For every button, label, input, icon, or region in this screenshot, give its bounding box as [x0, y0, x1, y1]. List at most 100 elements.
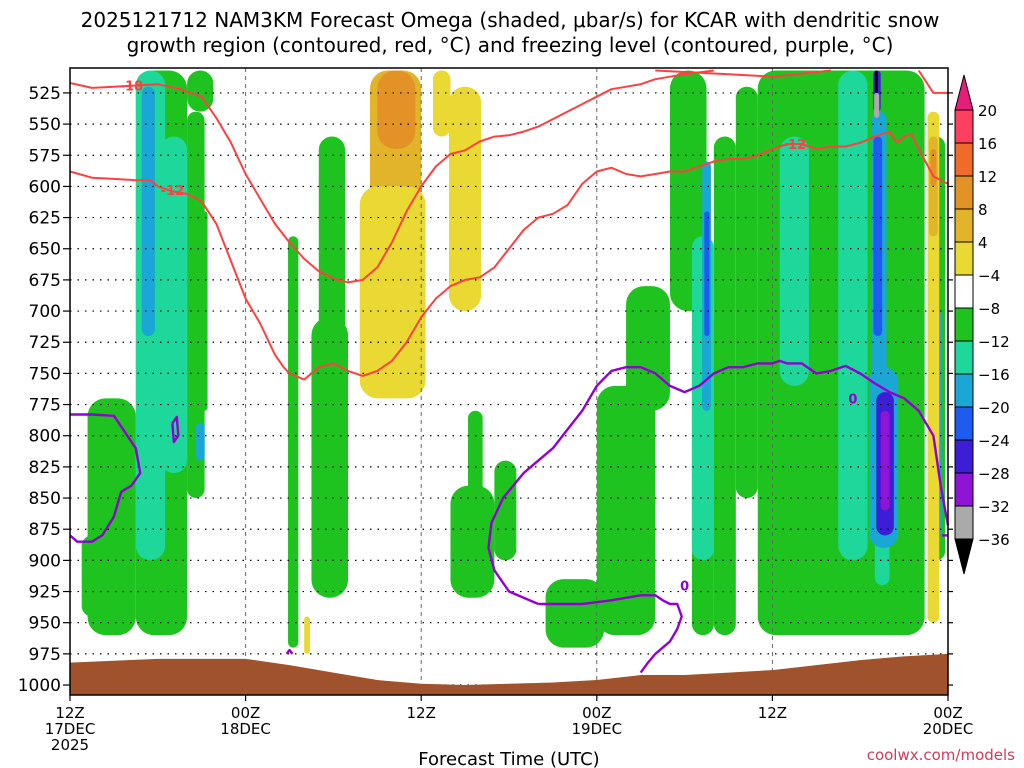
omega-region-29	[195, 423, 205, 461]
y-tick-label-775: 775	[29, 396, 61, 416]
x-tick-label-60-1: 00Z	[933, 704, 962, 722]
y-tick-label-725: 725	[29, 333, 61, 353]
omega-region-13	[596, 385, 656, 636]
colorbar-label-4: 4	[978, 234, 988, 252]
omega-region-46	[304, 616, 310, 654]
x-tick-label-60-2: 20DEC	[923, 720, 974, 738]
x-axis-label: Forecast Time (UTC)	[418, 749, 599, 768]
dgz-contour-label-2: -12	[783, 138, 807, 153]
colorbar-bin-4	[954, 241, 974, 276]
x-tick-label-0-3: 2025	[51, 736, 89, 754]
y-tick-label-575: 575	[29, 146, 61, 166]
colorbar-bin-8	[954, 373, 974, 408]
omega-region-35	[873, 136, 883, 337]
omega-region-45	[449, 86, 482, 312]
omega-region-49	[930, 149, 937, 187]
colorbar-label-13: −36	[978, 531, 1010, 549]
colorbar-bin-12	[954, 505, 974, 540]
colorbar-bin-11	[954, 472, 974, 507]
y-tick-label-825: 825	[29, 458, 61, 478]
x-tick-label-36-1: 00Z	[582, 704, 611, 722]
omega-region-10	[468, 410, 483, 511]
y-tick-label-950: 950	[29, 614, 61, 634]
plot-frame	[69, 67, 949, 696]
colorbar-bin-3	[954, 208, 974, 243]
omega-shading-layer	[81, 70, 946, 654]
y-tick-label-900: 900	[29, 551, 61, 571]
colorbar-bin-9	[954, 406, 974, 441]
omega-region-12	[545, 579, 605, 648]
dgz-contour-label-1: -12	[161, 184, 185, 199]
omega-region-28	[141, 86, 155, 337]
omega-region-42	[377, 70, 416, 150]
y-tick-label-850: 850	[29, 489, 61, 509]
omega-region-40	[874, 70, 878, 93]
freezing-contour-label-2: 0	[680, 579, 689, 594]
y-tick-label-800: 800	[29, 427, 61, 447]
freezing-contour-1	[171, 415, 180, 444]
freezing-contour-label-0: 0	[848, 392, 857, 407]
y-tick-label-1000: 1000	[18, 676, 61, 696]
colorbar: 20 16 12 8 4 −4 −8 −12 −16 −20 −24 −28 −32 −36	[954, 74, 1010, 575]
colorbar-label-7: −12	[978, 333, 1010, 351]
freezing-contour-5	[285, 648, 294, 655]
terrain-layer	[70, 653, 948, 695]
omega-region-37	[880, 410, 890, 511]
colorbar-bin-10	[954, 439, 974, 474]
colorbar-label-9: −20	[978, 399, 1010, 417]
y-tick-label-625: 625	[29, 209, 61, 229]
omega-region-43	[359, 186, 426, 399]
colorbar-label-10: −24	[978, 432, 1010, 450]
y-axis: 525 550 575 600 625 650 675 700 725 750 775 800 825 8…	[18, 84, 953, 696]
y-tick-label-550: 550	[29, 115, 61, 135]
colorbar-label-8: −16	[978, 366, 1010, 384]
x-tick-label-36-2: 19DEC	[572, 720, 623, 738]
colorbar-bottom-arrow	[954, 538, 974, 575]
freezing-contour-layer: 00	[69, 359, 950, 674]
omega-region-4	[187, 111, 205, 499]
chart-title-line2: growth region (contoured, red, °C) and f…	[127, 33, 894, 57]
omega-region-39	[874, 92, 880, 118]
colorbar-bin-5	[954, 274, 974, 309]
x-tick-label-12-2: 18DEC	[220, 720, 271, 738]
omega-region-26	[838, 70, 868, 561]
y-tick-label-525: 525	[29, 84, 61, 104]
colorbar-bin-0	[954, 109, 974, 144]
y-tick-label-875: 875	[29, 520, 61, 540]
omega-region-17	[713, 136, 736, 636]
colorbar-label-1: 16	[978, 135, 997, 153]
terrain-fill	[70, 653, 948, 695]
omega-region-34	[704, 211, 710, 337]
colorbar-top-arrow	[954, 74, 974, 111]
omega-region-47	[927, 111, 940, 623]
y-tick-label-750: 750	[29, 364, 61, 384]
x-tick-label-48-1: 12Z	[758, 704, 787, 722]
omega-region-2	[81, 535, 103, 617]
omega-region-44	[432, 70, 451, 137]
colorbar-label-12: −32	[978, 498, 1010, 516]
omega-region-6	[288, 236, 299, 648]
y-tick-label-600: 600	[29, 177, 61, 197]
y-tick-label-975: 975	[29, 645, 61, 665]
colorbar-label-6: −8	[978, 300, 1000, 318]
chart-title-line1: 2025121712 NAM3KM Forecast Omega (shaded…	[81, 8, 940, 32]
omega-region-7	[311, 317, 349, 598]
freezing-contour-2	[487, 359, 950, 606]
freezing-contour-0	[69, 413, 142, 543]
colorbar-bin-1	[954, 142, 974, 177]
dgz-contour-label-0: -18	[120, 79, 144, 94]
dgz-contour-3	[917, 69, 948, 94]
colorbar-label-3: 8	[978, 201, 988, 219]
x-tick-label-12-1: 00Z	[231, 704, 260, 722]
y-tick-label-700: 700	[29, 302, 61, 322]
omega-region-9	[450, 485, 495, 598]
omega-region-5	[201, 211, 208, 411]
omega-region-11	[494, 460, 517, 561]
dgz-contour-2	[655, 69, 832, 78]
x-tick-label-24-1: 12Z	[407, 704, 436, 722]
colorbar-bin-7	[954, 340, 974, 375]
colorbar-bin-6	[954, 307, 974, 342]
x-tick-label-0-2: 17DEC	[45, 720, 96, 738]
